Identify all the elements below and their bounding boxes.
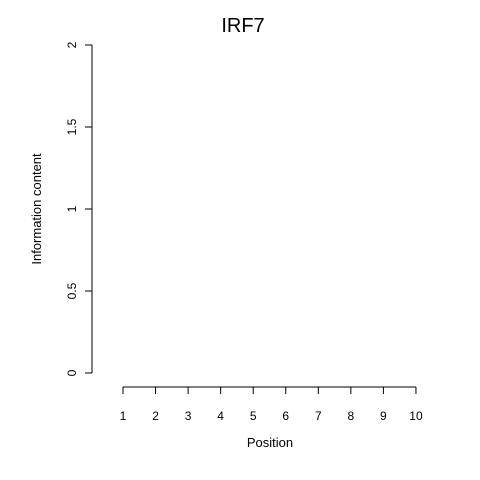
y-tick-label: 0.5	[65, 282, 79, 299]
x-axis-label: Position	[247, 435, 293, 450]
y-tick-label: 1	[65, 205, 79, 212]
x-tick-label: 4	[217, 409, 224, 423]
y-tick-label: 2	[65, 41, 79, 48]
x-tick-label: 9	[380, 409, 387, 423]
x-axis: 1 2 3 4 5 6 7 8 9 10	[120, 386, 423, 423]
y-tick-label: 0	[65, 369, 79, 376]
x-tick-label: 10	[409, 409, 423, 423]
x-tick-label: 6	[282, 409, 289, 423]
x-tick-label: 8	[348, 409, 355, 423]
x-tick-label: 3	[185, 409, 192, 423]
x-tick-label: 5	[250, 409, 257, 423]
y-axis-label: Information content	[29, 153, 44, 265]
y-axis: 0 0.5 1 1.5 2	[65, 41, 93, 376]
x-tick-label: 1	[120, 409, 127, 423]
x-tick-label: 7	[315, 409, 322, 423]
y-tick-label: 1.5	[65, 118, 79, 135]
x-tick-label: 2	[152, 409, 159, 423]
chart-title: IRF7	[221, 15, 264, 37]
